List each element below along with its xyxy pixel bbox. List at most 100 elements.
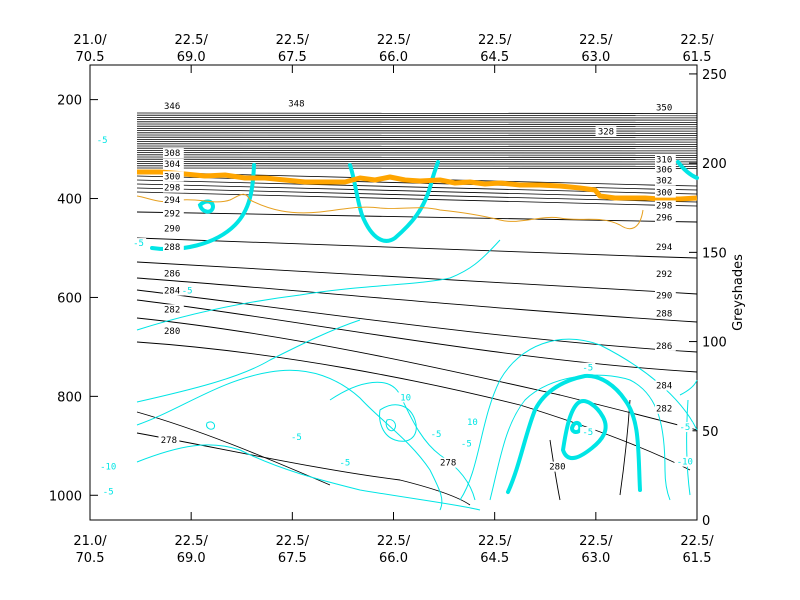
contour-label: 286 xyxy=(656,342,672,352)
x-bottom-tick-label-line2: 64.5 xyxy=(480,551,509,566)
contour-label: 288 xyxy=(656,309,672,319)
label-background xyxy=(163,208,184,219)
contour-label: 286 xyxy=(164,270,180,280)
x-bottom-tick-label-line2: 70.5 xyxy=(76,551,105,566)
x-bottom-tick-label-line1: 22.5/ xyxy=(175,534,209,549)
label-background xyxy=(655,212,676,223)
wind-contour xyxy=(136,444,481,511)
isentrope-line xyxy=(136,139,698,141)
x-bottom-tick-label-line1: 22.5/ xyxy=(680,534,714,549)
contour-label: 278 xyxy=(440,459,456,469)
isentrope-line xyxy=(136,432,471,506)
isentrope-line xyxy=(136,152,698,154)
contour-label: 284 xyxy=(164,287,180,297)
contour-label: 292 xyxy=(656,270,672,280)
isentrope-line xyxy=(136,119,698,121)
label-background xyxy=(163,182,184,193)
isentrope-line xyxy=(136,161,698,163)
label-background xyxy=(655,242,676,253)
x-top-tick-label-line1: 22.5/ xyxy=(175,33,209,48)
wind-zero-contour xyxy=(348,160,440,243)
label-background xyxy=(655,290,676,301)
contour-label: 280 xyxy=(549,463,565,473)
isentrope-line xyxy=(136,341,691,471)
isentrope-line xyxy=(136,136,698,139)
label-background xyxy=(285,98,307,109)
x-top-tick-label-line1: 21.0/ xyxy=(73,33,107,48)
tropopause-thin-line xyxy=(136,193,644,230)
isentrope-line xyxy=(136,163,698,165)
isentrope-line xyxy=(136,117,698,119)
x-top-tick-label-line2: 69.0 xyxy=(177,50,206,65)
contour-label: 298 xyxy=(164,184,180,194)
label-background xyxy=(288,431,304,442)
label-background xyxy=(655,308,676,319)
x-top-tick-label-line2: 63.0 xyxy=(581,50,610,65)
contour-label: 10 xyxy=(467,418,478,428)
isentrope-line xyxy=(136,167,698,169)
contour-label: -5 xyxy=(582,364,593,374)
isentrope-line xyxy=(136,191,698,207)
contour-label: -5 xyxy=(461,439,472,449)
x-top-tick-label-line2: 67.5 xyxy=(278,50,307,65)
isentrope-line xyxy=(136,237,698,259)
y-right-tick-label: 250 xyxy=(702,68,727,83)
contour-label: -10 xyxy=(677,458,693,468)
isentrope-line xyxy=(136,154,698,156)
contour-label: 294 xyxy=(656,243,672,253)
label-background xyxy=(674,456,696,467)
isentrope-line xyxy=(136,179,698,195)
y-left-tick-label: 1000 xyxy=(49,489,82,504)
label-background xyxy=(158,434,180,445)
label-background xyxy=(655,187,676,198)
contour-label: 292 xyxy=(164,209,180,219)
isentrope-line xyxy=(136,112,698,114)
contour-label: 310 xyxy=(656,155,672,165)
wind-contour xyxy=(329,381,476,501)
contour-label: 284 xyxy=(656,381,672,391)
x-top-tick-label-line2: 66.0 xyxy=(379,50,408,65)
label-background xyxy=(163,148,184,159)
isentrope-line xyxy=(136,114,698,117)
isentrope-line xyxy=(136,147,698,150)
contour-label: 348 xyxy=(288,100,304,110)
contour-label: 296 xyxy=(656,213,672,223)
contour-label: -5 xyxy=(97,136,108,146)
contour-label: -5 xyxy=(582,428,593,438)
label-background xyxy=(595,126,617,137)
y-right-tick-label: 100 xyxy=(702,336,727,351)
x-bottom-tick-label-line2: 61.5 xyxy=(683,551,712,566)
x-top-tick-label-line1: 22.5/ xyxy=(377,33,411,48)
x-bottom-tick-label-line1: 22.5/ xyxy=(377,534,411,549)
x-bottom-tick-label-line2: 66.0 xyxy=(379,551,408,566)
label-background xyxy=(580,426,596,437)
y-left-tick-label: 200 xyxy=(57,94,82,109)
y-left-tick-label: 800 xyxy=(57,390,82,405)
contour-label: 308 xyxy=(164,149,180,159)
isentrope-line xyxy=(136,277,698,323)
contour-label: 288 xyxy=(164,243,180,253)
isentrope-line xyxy=(136,143,698,145)
contour-label: 294 xyxy=(164,196,180,206)
wind-contour xyxy=(136,369,443,511)
x-bottom-tick-label-line1: 22.5/ xyxy=(478,534,512,549)
contour-label: 346 xyxy=(164,102,180,112)
y-right-tick-label: 0 xyxy=(702,514,710,529)
wind-contour xyxy=(206,421,215,430)
label-background xyxy=(163,171,184,182)
label-background xyxy=(458,438,474,449)
contour-label: 290 xyxy=(656,291,672,301)
x-bottom-tick-label-line1: 21.0/ xyxy=(73,534,107,549)
contour-label: 328 xyxy=(598,127,614,137)
wind-zero-contour xyxy=(197,199,216,214)
label-background xyxy=(163,268,184,279)
label-background xyxy=(655,380,676,391)
contour-label: -10 xyxy=(100,463,116,473)
y-right-tick-label: 150 xyxy=(702,246,727,261)
contour-label: -5 xyxy=(103,487,114,497)
label-background xyxy=(179,285,195,296)
label-background xyxy=(163,101,184,112)
contour-label: 306 xyxy=(656,165,672,175)
